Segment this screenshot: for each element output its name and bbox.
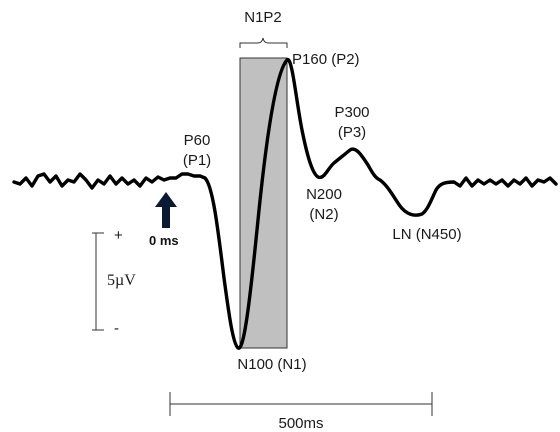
- p160-label: P160 (P2): [292, 51, 360, 68]
- ln-label: LN (N450): [392, 226, 461, 243]
- p60-label: P60: [184, 132, 211, 149]
- scale-minus: -: [114, 320, 119, 337]
- p3-label: (P3): [338, 124, 366, 141]
- time-scale-bar: [169, 392, 433, 416]
- n100-label: N100 (N1): [237, 356, 306, 373]
- n1p2-brace: [239, 37, 288, 48]
- time-scale-label: 500ms: [278, 415, 323, 432]
- n1p2-label: N1P2: [244, 9, 282, 26]
- up-arrow-icon: [155, 192, 177, 228]
- p1-label: (P1): [183, 152, 211, 169]
- p300-label: P300: [334, 104, 369, 121]
- amplitude-label: 5µV: [107, 272, 136, 289]
- onset-label: 0 ms: [149, 233, 179, 248]
- n200-label: N200: [306, 186, 342, 203]
- amplitude-scale-bar: [92, 232, 104, 331]
- n2-label: (N2): [309, 206, 338, 223]
- erp-waveform: [12, 58, 558, 350]
- scale-plus: +: [114, 227, 123, 244]
